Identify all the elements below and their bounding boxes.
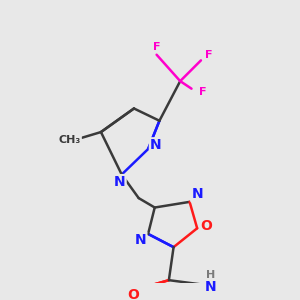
Text: N: N — [205, 280, 216, 294]
Text: N: N — [150, 138, 161, 152]
Text: F: F — [205, 50, 212, 60]
Text: H: H — [206, 270, 215, 280]
Text: N: N — [114, 175, 126, 189]
Text: N: N — [135, 232, 146, 247]
Text: F: F — [199, 87, 207, 98]
Text: CH₃: CH₃ — [59, 135, 81, 145]
Text: O: O — [201, 219, 212, 233]
Text: O: O — [127, 288, 139, 300]
Text: F: F — [153, 42, 160, 52]
Text: N: N — [191, 187, 203, 201]
